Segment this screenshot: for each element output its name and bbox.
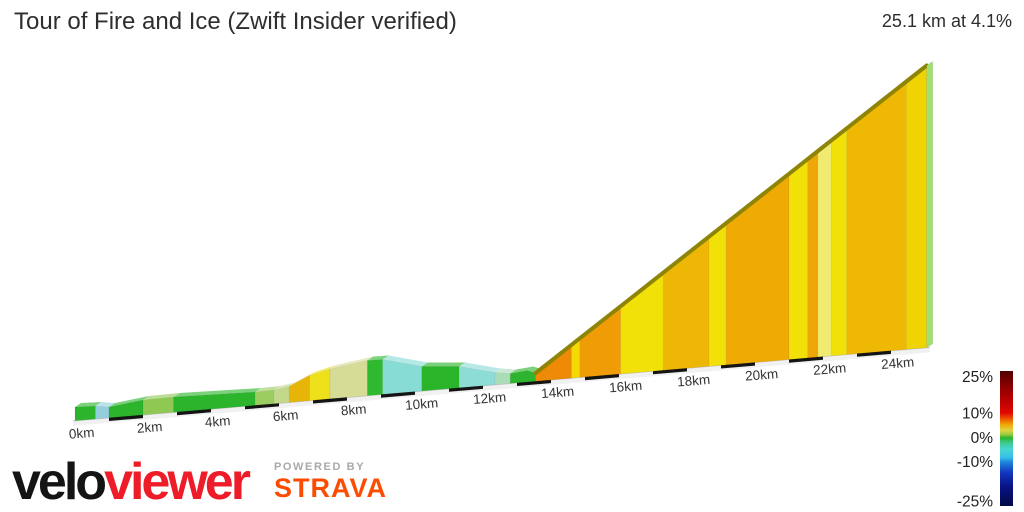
- km-tick-label: 22km: [813, 360, 847, 378]
- km-tick-label: 20km: [745, 366, 779, 384]
- km-tick-label: 4km: [204, 413, 231, 430]
- profile-segment-topface: [459, 362, 501, 373]
- legend-tick-label: 25%: [962, 369, 993, 386]
- km-tick-label: 10km: [405, 395, 439, 413]
- km-tick-label: 18km: [677, 372, 711, 390]
- summit-side-cap: [926, 60, 934, 349]
- profile-segment: [807, 150, 819, 359]
- profile-segment-topface: [382, 355, 428, 367]
- legend-tick-label: 0%: [971, 430, 994, 447]
- veloviewer-logo-velo: velo: [12, 453, 107, 512]
- profile-segment: [788, 158, 809, 360]
- profile-segment-topface: [289, 371, 316, 387]
- km-tick-label: 14km: [541, 384, 575, 402]
- profile-segment-topface: [109, 396, 149, 407]
- legend-tick-label: -10%: [957, 454, 993, 471]
- km-tick-bar: [585, 373, 619, 381]
- profile-segment: [831, 127, 848, 357]
- legend-tick-label: 10%: [962, 405, 993, 422]
- km-tick-bar: [381, 391, 415, 398]
- profile-segment-topface: [309, 365, 336, 376]
- profile-segment: [708, 222, 727, 367]
- km-tick-bar: [313, 396, 347, 404]
- km-tick-bar: [449, 385, 483, 392]
- km-tick-bar: [109, 414, 143, 421]
- profile-segment-topface: [330, 356, 374, 369]
- veloviewer-logo: veloviewer: [12, 456, 251, 508]
- profile-segment: [254, 389, 275, 406]
- profile-segment-topface: [421, 362, 466, 367]
- profile-segment-topface: [273, 382, 296, 390]
- profile-segment: [905, 64, 928, 350]
- km-tick-label: 6km: [272, 407, 299, 424]
- km-tick-label: 16km: [609, 378, 643, 396]
- km-tick-label: 0km: [68, 425, 95, 442]
- legend-tick-label: -25%: [957, 493, 993, 510]
- page-title: Tour of Fire and Ice (Zwift Insider veri…: [14, 8, 457, 35]
- veloviewer-logo-viewer: viewer: [104, 453, 251, 512]
- profile-segment: [74, 405, 96, 422]
- profile-segment-topface: [173, 388, 262, 397]
- km-tick-bar: [789, 356, 823, 363]
- profile-segment: [579, 305, 622, 378]
- strava-attribution: POWERED BY STRAVA: [274, 461, 387, 504]
- route-distance-stat: 25.1 km at 4.1%: [881, 11, 1012, 31]
- profile-segment-topface: [494, 368, 517, 374]
- powered-by-label: POWERED BY: [273, 460, 366, 473]
- strava-logo: STRAVA: [273, 472, 387, 503]
- km-tick-label: 8km: [340, 401, 367, 418]
- profile-segment: [288, 374, 310, 403]
- profile-segment: [142, 396, 174, 416]
- profile-segment: [421, 366, 460, 392]
- climb-top-edge: [533, 63, 929, 375]
- km-tick-bar: [517, 379, 551, 386]
- profile-segment-topface: [367, 355, 389, 361]
- km-tick-bar: [245, 402, 279, 410]
- km-tick-bar: [857, 350, 891, 357]
- profile-segment: [725, 173, 790, 366]
- km-tick-bar: [653, 367, 687, 375]
- profile-segment: [95, 405, 110, 420]
- profile-segment: [817, 139, 832, 358]
- km-tick-bar: [177, 408, 211, 416]
- km-tick-label: 12km: [473, 389, 507, 407]
- km-tick-label: 24km: [881, 354, 915, 372]
- km-tick-bar: [721, 361, 755, 369]
- profile-segment-topface: [510, 366, 542, 374]
- legend-colorbar: [1000, 371, 1013, 506]
- profile-segment-topface: [95, 402, 115, 407]
- km-tick-label: 2km: [136, 419, 163, 436]
- profile-segment-topface: [143, 393, 180, 400]
- footer-branding: veloviewer POWERED BY STRAVA: [12, 456, 387, 508]
- profile-segment: [494, 372, 511, 386]
- profile-segment-topface: [75, 402, 102, 407]
- axis-baseline-strip: [73, 347, 930, 426]
- profile-segment: [367, 359, 384, 396]
- profile-segment-topface: [255, 386, 280, 392]
